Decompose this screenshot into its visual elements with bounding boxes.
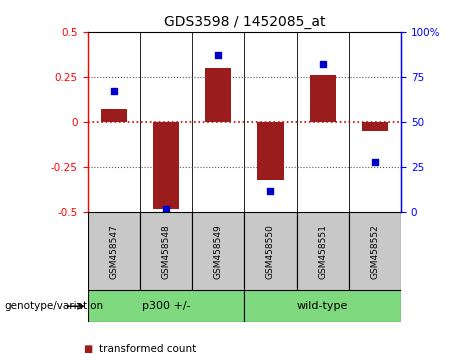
Point [214, 52, 222, 58]
Title: GDS3598 / 1452085_at: GDS3598 / 1452085_at [164, 16, 325, 29]
Bar [362, 122, 388, 131]
Bar [140, 212, 192, 290]
Bar [244, 212, 296, 290]
Bar [100, 109, 127, 122]
Point [267, 188, 274, 194]
Point [162, 206, 170, 212]
Bar [349, 212, 401, 290]
Point [110, 88, 118, 94]
Bar [192, 212, 244, 290]
Bar [296, 212, 349, 290]
Text: GSM458551: GSM458551 [318, 224, 327, 279]
Text: p300 +/-: p300 +/- [142, 301, 190, 311]
Point [371, 159, 378, 165]
Bar [88, 290, 244, 322]
Point [319, 62, 326, 67]
Text: transformed count: transformed count [99, 344, 196, 354]
Text: wild-type: wild-type [297, 301, 349, 311]
Bar [88, 212, 140, 290]
Text: GSM458549: GSM458549 [214, 224, 223, 279]
Text: ■: ■ [83, 344, 92, 354]
Text: GSM458547: GSM458547 [109, 224, 118, 279]
Text: GSM458550: GSM458550 [266, 224, 275, 279]
Bar [310, 75, 336, 122]
Bar [153, 122, 179, 209]
Text: genotype/variation: genotype/variation [5, 301, 104, 311]
Text: GSM458552: GSM458552 [371, 224, 379, 279]
Text: GSM458548: GSM458548 [161, 224, 171, 279]
Bar [205, 68, 231, 122]
Bar [257, 122, 284, 180]
Bar [244, 290, 401, 322]
